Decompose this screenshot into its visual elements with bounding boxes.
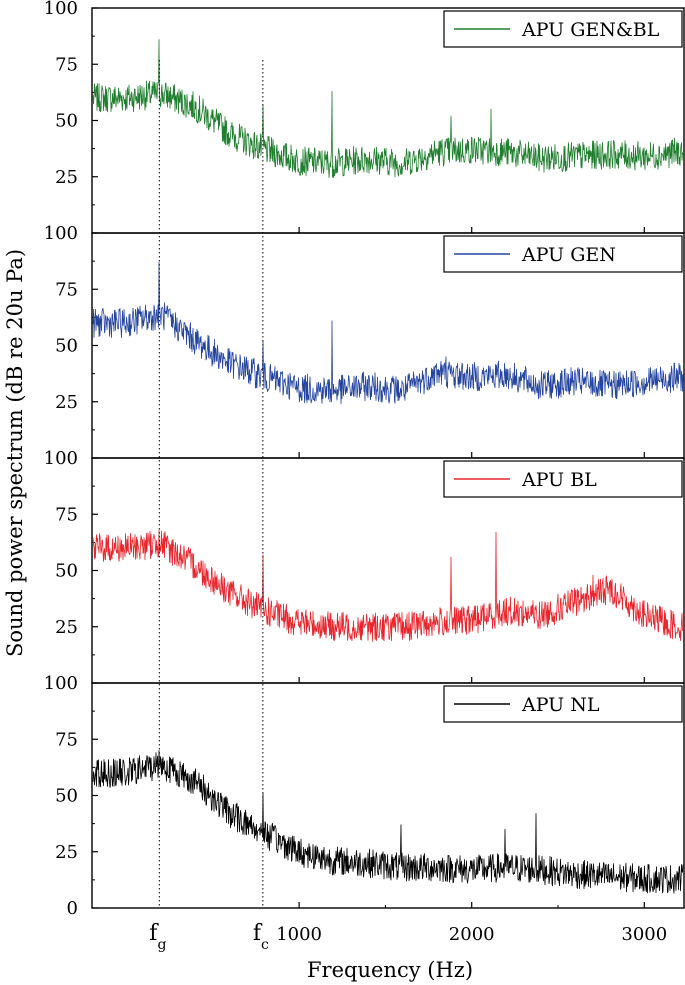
series-line-2	[92, 261, 684, 405]
series-line-4	[92, 750, 684, 894]
panel-1: 100 75 50 25 APU GEN&BL	[44, 0, 685, 234]
panel-3: 100 75 50 25 APU BL	[44, 448, 685, 684]
x-tick-label: 1000	[276, 924, 322, 945]
chart-panels: 100 75 50 25 APU GEN&BL 100 75 50 25 APU GEN 100 75…	[44, 0, 685, 919]
y-tick-label: 50	[55, 111, 78, 132]
panel-2: 100 75 50 25 APU GEN	[44, 223, 685, 459]
y-tick-label: 0	[67, 898, 78, 919]
x-tick-label: 3000	[621, 924, 667, 945]
y-tick-label: 75	[55, 54, 78, 75]
legend-label: APU GEN&BL	[521, 19, 660, 41]
y-tick-label: 25	[55, 167, 78, 188]
y-tick-label: 75	[55, 279, 78, 300]
legend-label: APU NL	[521, 694, 600, 716]
y-tick-label: 50	[55, 786, 78, 807]
series-line-3	[92, 529, 684, 642]
y-tick-label: 100	[44, 0, 78, 19]
y-tick-label: 75	[55, 729, 78, 750]
legend-label: APU BL	[521, 469, 597, 491]
marker-label-fg: fg	[149, 921, 166, 953]
y-tick-label: 100	[44, 673, 78, 694]
y-tick-label: 100	[44, 223, 78, 244]
y-tick-label: 25	[55, 842, 78, 863]
y-axis-label: Sound power spectrum (dB re 20u Pa)	[3, 249, 27, 657]
y-tick-label: 25	[55, 392, 78, 413]
y-tick-label: 75	[55, 504, 78, 525]
y-tick-label: 50	[55, 336, 78, 357]
y-tick-label: 25	[55, 617, 78, 638]
x-axis: 1000 2000 3000	[276, 227, 667, 945]
legend-label: APU GEN	[521, 244, 616, 266]
y-tick-label: 50	[55, 561, 78, 582]
frequency-markers: fg fc	[149, 60, 269, 953]
x-axis-label: Frequency (Hz)	[307, 958, 473, 982]
marker-label-fc: fc	[253, 921, 269, 953]
y-tick-label: 100	[44, 448, 78, 469]
x-tick-label: 2000	[449, 924, 495, 945]
panel-4: 100 75 50 25 0 APU NL	[44, 673, 685, 919]
series-line-1	[92, 39, 684, 179]
